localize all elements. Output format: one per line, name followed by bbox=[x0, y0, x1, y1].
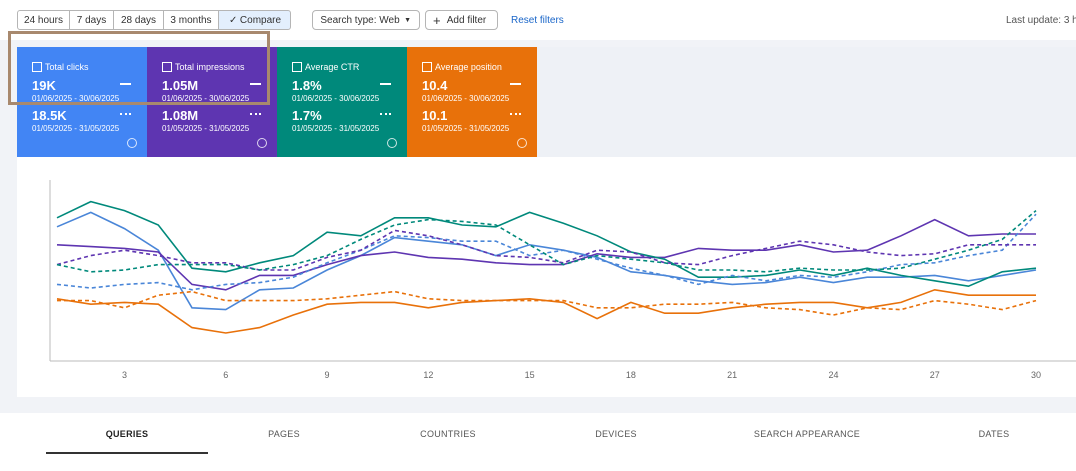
prev-period: 01/05/2025 - 31/05/2025 bbox=[32, 124, 120, 133]
x-tick-label: 12 bbox=[423, 370, 433, 380]
tab[interactable]: DEVICES bbox=[595, 429, 637, 439]
chart: 3 6 9 12 15 18 21 24 27 30 bbox=[49, 180, 1076, 380]
metric-card[interactable]: Average CTR 1.8% 01/06/2025 - 30/06/2025 1.… bbox=[277, 47, 407, 157]
metric-value: 1.05M bbox=[162, 78, 199, 93]
reset-filters-link[interactable]: Reset filters bbox=[511, 15, 564, 26]
search-type-label: Search type: Web bbox=[320, 15, 400, 26]
previous-line bbox=[56, 229, 1036, 271]
tab[interactable]: PAGES bbox=[268, 429, 300, 439]
x-tick-label: 27 bbox=[930, 370, 940, 380]
dropdown-icon: ▼ bbox=[404, 17, 411, 24]
tab[interactable]: COUNTRIES bbox=[420, 429, 476, 439]
add-filter-label: Add filter bbox=[446, 15, 487, 26]
prev-value: 1.7% bbox=[292, 108, 322, 123]
solid-icon bbox=[250, 83, 261, 85]
search-type-button[interactable]: Search type: Web ▼ bbox=[312, 10, 420, 30]
compare-button[interactable]: ✓ Compare bbox=[218, 10, 291, 30]
x-tick-label: 6 bbox=[223, 370, 228, 380]
prev-value: 1.08M bbox=[162, 108, 199, 123]
period: 01/06/2025 - 30/06/2025 bbox=[292, 94, 380, 103]
current-line bbox=[56, 200, 1037, 288]
period: 01/06/2025 - 30/06/2025 bbox=[32, 94, 120, 103]
prev-period: 01/05/2025 - 31/05/2025 bbox=[292, 124, 380, 133]
help-icon bbox=[387, 138, 397, 148]
previous-line bbox=[57, 290, 1037, 316]
metric-card[interactable]: Average position 10.4 01/06/2025 - 30/06/2… bbox=[407, 47, 537, 157]
solid-icon bbox=[120, 83, 131, 85]
prev-period: 01/05/2025 - 31/05/2025 bbox=[422, 124, 510, 133]
tabs-panel bbox=[17, 413, 1076, 471]
checkbox bbox=[162, 62, 172, 72]
period: 01/06/2025 - 30/06/2025 bbox=[162, 94, 250, 103]
period: 01/06/2025 - 30/06/2025 bbox=[422, 94, 510, 103]
help-icon bbox=[517, 138, 527, 148]
x-tick-label: 9 bbox=[325, 370, 330, 380]
previous-line bbox=[56, 209, 1037, 273]
current-line bbox=[56, 288, 1036, 334]
solid-icon bbox=[380, 83, 391, 85]
tab[interactable]: QUERIES bbox=[105, 429, 149, 439]
compare-label: Compare bbox=[239, 15, 282, 26]
tab[interactable]: SEARCH APPEARANCE bbox=[753, 429, 861, 439]
x-tick-label: 21 bbox=[727, 370, 737, 380]
help-icon bbox=[257, 138, 267, 148]
metric-label: Total clicks bbox=[45, 62, 89, 72]
plus-icon: + bbox=[433, 13, 441, 28]
checkbox bbox=[32, 62, 42, 72]
x-tick-label: 24 bbox=[828, 370, 838, 380]
previous-line bbox=[56, 213, 1037, 291]
prev-period: 01/05/2025 - 31/05/2025 bbox=[162, 124, 250, 133]
tab[interactable]: DATES bbox=[978, 429, 1010, 439]
dashed-icon bbox=[250, 113, 261, 115]
last-update: Last update: 3 h bbox=[1006, 15, 1076, 26]
metric-value: 19K bbox=[32, 78, 56, 93]
check-icon: ✓ bbox=[229, 15, 238, 26]
metric-value: 1.8% bbox=[292, 78, 322, 93]
metric-value: 10.4 bbox=[422, 78, 448, 93]
card-strip bbox=[537, 47, 1076, 157]
prev-value: 10.1 bbox=[422, 108, 448, 123]
x-tick-label: 18 bbox=[626, 370, 636, 380]
solid-icon bbox=[510, 83, 521, 85]
current-line bbox=[56, 211, 1037, 311]
metric-label: Average position bbox=[435, 62, 502, 72]
current-line bbox=[56, 218, 1036, 291]
dashed-icon bbox=[380, 113, 391, 115]
dashed-icon bbox=[120, 113, 131, 115]
x-tick-label: 15 bbox=[525, 370, 535, 380]
metric-label: Average CTR bbox=[305, 62, 360, 72]
metric-label: Total impressions bbox=[175, 62, 245, 72]
checkbox bbox=[422, 62, 432, 72]
prev-value: 18.5K bbox=[32, 108, 67, 123]
tab-underline bbox=[46, 452, 208, 454]
dashed-icon bbox=[510, 113, 521, 115]
highlight-box bbox=[8, 31, 270, 105]
x-tick-label: 30 bbox=[1031, 370, 1041, 380]
x-tick-label: 3 bbox=[122, 370, 127, 380]
add-filter-button[interactable]: + Add filter bbox=[425, 10, 498, 30]
help-icon bbox=[127, 138, 137, 148]
checkbox bbox=[292, 62, 302, 72]
